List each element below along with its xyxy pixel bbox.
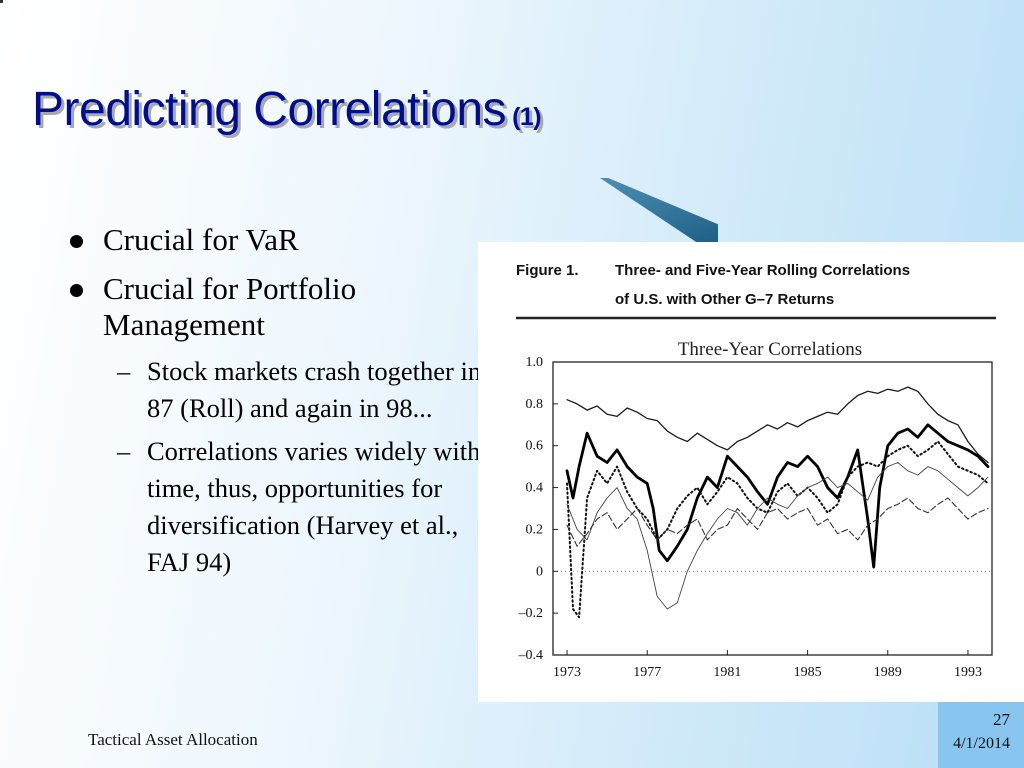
slide-date: 4/1/2014 xyxy=(953,735,1010,752)
corner-mark xyxy=(0,0,3,3)
page-number: 27 xyxy=(993,710,1010,729)
x-tick-label: 1981 xyxy=(713,665,741,680)
bullet-dot-icon xyxy=(70,235,83,248)
chart-figure: Figure 1. Three- and Five-Year Rolling C… xyxy=(478,242,1024,702)
y-tick-label: –0.2 xyxy=(518,606,544,621)
y-tick-label: –0.4 xyxy=(518,648,544,663)
series-line-2 xyxy=(565,423,990,569)
x-tick-label: 1993 xyxy=(954,665,982,680)
y-tick-label: 0.2 xyxy=(526,522,544,537)
dash-icon: – xyxy=(117,356,131,386)
series-line-4 xyxy=(566,462,989,610)
y-tick-label: 0 xyxy=(536,564,543,579)
bullet-item: Crucial for Portfolio Management – Stock… xyxy=(66,271,486,581)
sub-bullet-item: – Stock markets crash together in 87 (Ro… xyxy=(66,353,506,427)
title-text: Predicting Correlations xyxy=(32,83,507,136)
bullet-list: Crucial for VaR Crucial for Portfolio Ma… xyxy=(66,222,486,594)
plot-frame xyxy=(552,361,993,656)
correlation-chart: Figure 1. Three- and Five-Year Rolling C… xyxy=(516,262,996,680)
sub-bullet-text: Correlations varies widely with time, th… xyxy=(147,436,481,577)
bullet-text: Crucial for VaR xyxy=(103,222,299,257)
sub-bullet-text: Stock markets crash together in 87 (Roll… xyxy=(147,356,482,423)
page-info-box: 27 4/1/2014 xyxy=(938,702,1024,768)
x-tick-label: 1977 xyxy=(633,665,661,680)
title-suffix: (1) xyxy=(512,103,542,131)
x-tick-label: 1989 xyxy=(874,665,902,680)
figure-caption-line1: Three- and Five-Year Rolling Correlation… xyxy=(615,262,910,279)
figure-caption-line2: of U.S. with Other G–7 Returns xyxy=(615,291,834,308)
series-line-5 xyxy=(566,497,989,547)
y-tick-label: 1.0 xyxy=(526,355,544,370)
dash-icon: – xyxy=(117,436,131,466)
series-line-1 xyxy=(566,386,989,464)
footer-title: Tactical Asset Allocation xyxy=(88,730,258,749)
sub-bullet-list: – Stock markets crash together in 87 (Ro… xyxy=(66,353,506,581)
sub-bullet-item: – Correlations varies widely with time, … xyxy=(66,433,506,581)
decorative-accent xyxy=(600,178,718,244)
x-tick-label: 1973 xyxy=(553,665,581,680)
chart-title: Three-Year Correlations xyxy=(678,339,862,360)
y-tick-label: 0.8 xyxy=(526,397,544,412)
figure-label: Figure 1. xyxy=(516,262,579,279)
slide-title: Predicting Correlations (1) xyxy=(32,82,542,137)
bullet-dot-icon xyxy=(70,284,83,297)
y-tick-label: 0.6 xyxy=(526,439,544,454)
y-tick-label: 0.4 xyxy=(526,481,544,496)
x-tick-label: 1985 xyxy=(794,665,822,680)
bullet-text: Crucial for Portfolio Management xyxy=(103,271,357,342)
series-line-3 xyxy=(566,440,989,619)
bullet-item: Crucial for VaR xyxy=(66,222,486,258)
